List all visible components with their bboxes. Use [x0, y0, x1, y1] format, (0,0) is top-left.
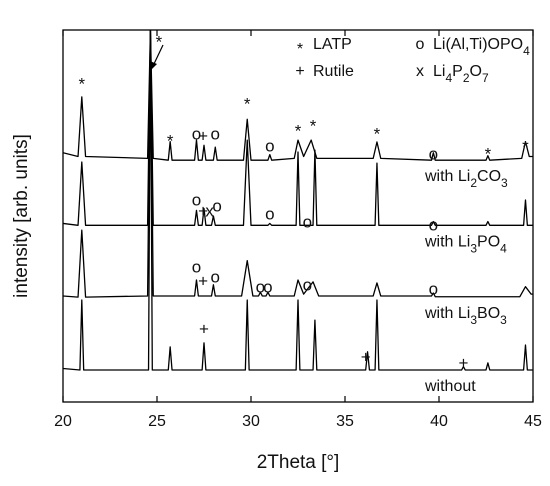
arrow	[152, 44, 164, 67]
peak-marker: +	[361, 348, 371, 367]
legend-label: Rutile	[313, 63, 354, 80]
peak-marker: *	[522, 138, 529, 157]
peak-marker: o	[263, 278, 272, 297]
peak-marker: *	[485, 145, 492, 164]
peak-marker: o	[429, 280, 438, 299]
x-tick-label: 45	[524, 413, 542, 430]
peak-marker: o	[192, 258, 201, 277]
peak-marker: o	[265, 137, 274, 156]
y-axis-title: intensity [arb. units]	[11, 134, 32, 298]
peak-marker: o	[211, 268, 220, 287]
peak-marker: *	[374, 125, 381, 144]
peak-marker: o	[429, 216, 438, 235]
x-tick-label: 35	[336, 413, 354, 430]
peak-marker: +	[198, 271, 208, 290]
peak-marker: o	[192, 124, 201, 143]
x-axis-title: 2Theta [°]	[257, 452, 340, 473]
data-line	[63, 30, 533, 226]
peak-marker: o	[303, 213, 312, 232]
peak-marker: +	[199, 319, 209, 338]
peak-marker: o	[212, 197, 221, 216]
peak-marker: *	[310, 116, 317, 135]
series-label: without	[424, 378, 476, 395]
data-line	[63, 30, 533, 371]
plot-frame	[62, 29, 534, 403]
legend-label: Li(Al,Ti)OPO4	[433, 36, 530, 58]
peak-marker: *	[156, 33, 163, 52]
legend-symbol: +	[295, 63, 304, 80]
x-tick-label: 30	[242, 413, 260, 430]
peak-marker: +	[458, 354, 468, 373]
peak-marker: o	[303, 275, 312, 294]
peak-marker: o	[256, 278, 265, 297]
data-line	[63, 30, 533, 161]
peak-marker: +	[198, 127, 208, 146]
peak-marker: o	[192, 191, 201, 210]
series-label: with Li3PO4	[424, 234, 507, 256]
peak-marker: o	[429, 144, 438, 163]
peak-marker: *	[295, 122, 302, 141]
peak-marker: *	[78, 74, 85, 93]
peak-marker: *	[244, 94, 251, 113]
x-tick-label: 20	[54, 413, 72, 430]
peak-marker: +	[198, 201, 208, 220]
peak-marker: o	[265, 204, 274, 223]
series-label: with Li2CO3	[424, 168, 508, 190]
legend-symbol: o	[416, 36, 425, 53]
peak-marker: x	[205, 201, 214, 220]
legend-label: Li4P2O7	[433, 63, 489, 85]
legend-label: LATP	[313, 36, 352, 53]
arrow-head	[150, 61, 157, 70]
series-label: with Li3BO3	[424, 305, 507, 327]
legend-symbol: x	[416, 63, 424, 80]
x-tick-label: 40	[430, 413, 448, 430]
data-line	[63, 30, 533, 298]
peak-marker: *	[167, 132, 174, 151]
legend-symbol: *	[297, 41, 303, 58]
plot-area	[63, 30, 533, 371]
x-tick-label: 25	[148, 413, 166, 430]
peak-marker: o	[211, 124, 220, 143]
